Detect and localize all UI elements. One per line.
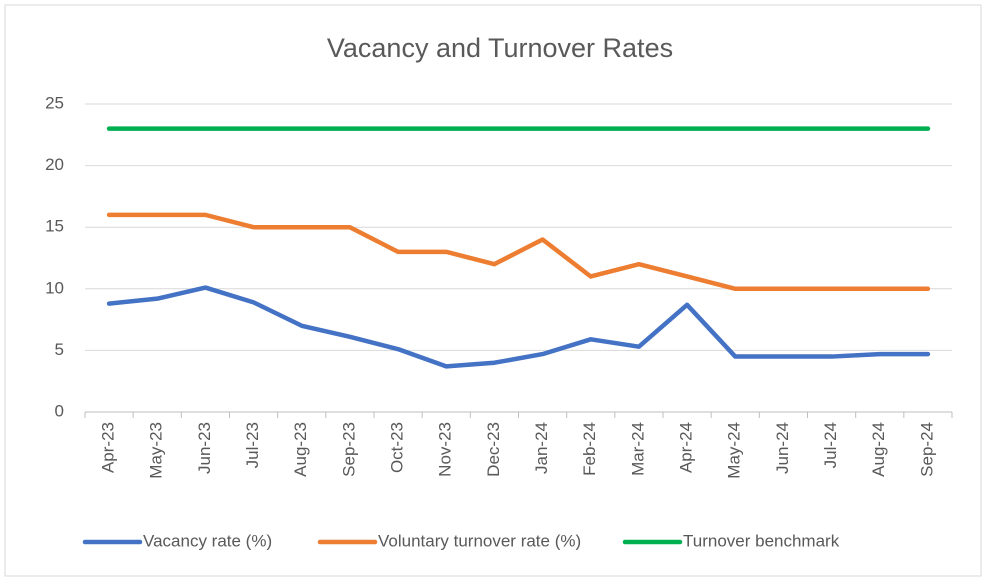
series-line [106, 212, 931, 292]
x-tick-label: Sep-24 [917, 422, 936, 477]
y-tick-label: 5 [55, 340, 64, 359]
x-tick-label: Dec-23 [484, 422, 503, 477]
x-tick-label: Nov-23 [436, 422, 455, 477]
x-tick-label: Feb-24 [580, 422, 599, 476]
y-tick-label: 25 [45, 93, 64, 112]
x-tick-label: Jan-24 [532, 422, 551, 474]
legend-label: Turnover benchmark [683, 531, 840, 550]
y-tick-label: 10 [45, 278, 64, 297]
y-tick-label: 20 [45, 155, 64, 174]
legend-label: Vacancy rate (%) [143, 531, 272, 550]
legend-label: Voluntary turnover rate (%) [378, 531, 581, 550]
x-tick-label: May-24 [725, 422, 744, 479]
x-tick-label: Jun-24 [773, 422, 792, 474]
x-tick-label: Aug-24 [869, 422, 888, 477]
x-tick-label: Jul-23 [243, 422, 262, 468]
x-tick-label: Sep-23 [339, 422, 358, 477]
x-tick-label: Apr-24 [677, 422, 696, 473]
y-tick-label: 0 [55, 401, 64, 420]
x-tick-label: Aug-23 [291, 422, 310, 477]
x-tick-label: May-23 [147, 422, 166, 479]
x-tick-label: Oct-23 [388, 422, 407, 473]
x-tick-label: Mar-24 [628, 422, 647, 476]
chart-title: Vacancy and Turnover Rates [327, 33, 673, 63]
x-tick-label: Apr-23 [99, 422, 118, 473]
x-tick-label: Jun-23 [195, 422, 214, 474]
x-tick-label: Jul-24 [821, 422, 840, 468]
series-line [106, 285, 931, 369]
y-tick-label: 15 [45, 217, 64, 236]
